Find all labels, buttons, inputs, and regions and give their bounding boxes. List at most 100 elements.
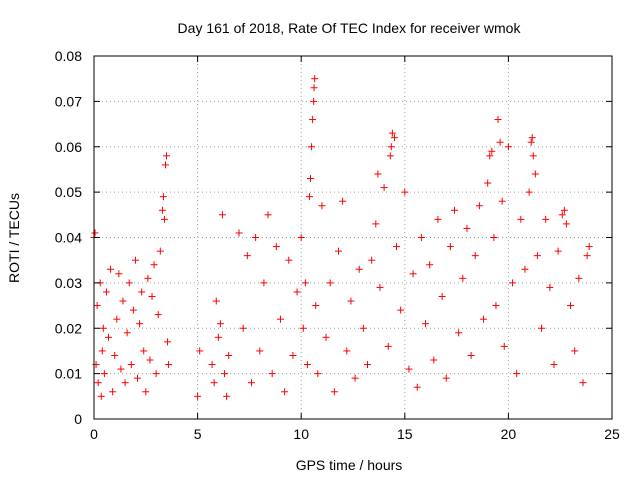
data-point: [98, 347, 106, 355]
data-point: [210, 379, 218, 387]
data-point: [94, 379, 102, 387]
data-point: [585, 243, 593, 251]
data-point: [134, 374, 142, 382]
data-point: [384, 342, 392, 350]
y-axis-label: ROTI / TECUs: [6, 193, 22, 283]
data-point: [301, 279, 309, 287]
data-point: [119, 297, 127, 305]
data-point: [380, 184, 388, 192]
y-tick-label: 0: [74, 411, 82, 427]
y-tick-label: 0.08: [55, 48, 82, 64]
x-tick-label: 20: [501, 426, 517, 442]
y-tick-label: 0.07: [55, 93, 82, 109]
data-point: [558, 211, 566, 219]
data-point: [310, 84, 318, 92]
data-point: [575, 274, 583, 282]
data-point: [368, 256, 376, 264]
data-point: [351, 374, 359, 382]
data-point: [397, 306, 405, 314]
data-point: [311, 75, 319, 83]
data-point: [430, 356, 438, 364]
data-point: [260, 279, 268, 287]
data-point: [297, 234, 305, 241]
data-point: [102, 288, 110, 296]
data-point: [164, 338, 172, 346]
data-point: [154, 311, 162, 319]
data-point: [496, 138, 504, 146]
x-tick-label: 25: [604, 426, 620, 442]
data-point: [142, 388, 150, 396]
data-point: [252, 234, 260, 241]
data-point: [567, 302, 575, 310]
data-point: [125, 279, 133, 287]
data-point: [158, 206, 166, 214]
data-point: [330, 388, 338, 396]
data-point: [388, 129, 396, 137]
data-point: [239, 324, 247, 332]
data-point: [293, 288, 301, 296]
data-point: [235, 229, 243, 237]
data-point: [97, 392, 105, 400]
data-point: [208, 361, 216, 369]
data-point: [528, 134, 536, 142]
data-point: [467, 351, 475, 359]
data-point: [307, 175, 315, 183]
data-points: [90, 75, 593, 400]
x-axis-label: GPS time / hours: [296, 457, 403, 473]
data-point: [498, 197, 506, 205]
data-point: [531, 170, 539, 178]
data-point: [409, 270, 417, 278]
data-point: [109, 388, 117, 396]
data-point: [218, 211, 226, 219]
data-point: [494, 116, 502, 124]
data-point: [364, 361, 372, 369]
data-point: [196, 347, 204, 355]
data-point: [504, 143, 512, 151]
data-point: [140, 347, 148, 355]
data-point: [401, 188, 409, 196]
data-point: [161, 161, 169, 169]
data-point: [451, 206, 459, 214]
data-point: [434, 215, 442, 223]
data-point: [490, 234, 498, 241]
data-point: [359, 324, 367, 332]
data-point: [318, 202, 326, 210]
data-point: [115, 270, 123, 278]
data-point: [475, 202, 483, 210]
data-point: [546, 283, 554, 291]
data-point: [113, 315, 121, 323]
data-point: [289, 351, 297, 359]
data-point: [281, 388, 289, 396]
data-point: [285, 256, 293, 264]
data-point: [459, 274, 467, 282]
data-point: [513, 370, 521, 378]
data-point: [194, 392, 202, 400]
data-point: [571, 347, 579, 355]
data-point: [256, 347, 264, 355]
data-point: [138, 288, 146, 296]
data-point: [223, 392, 231, 400]
data-point: [386, 152, 394, 160]
data-point: [560, 206, 568, 214]
data-point: [554, 247, 562, 255]
data-point: [488, 147, 496, 155]
data-point: [390, 134, 398, 142]
data-point: [579, 379, 587, 387]
data-point: [484, 179, 492, 187]
data-point: [99, 324, 107, 332]
data-point: [387, 143, 395, 151]
data-point: [264, 211, 272, 219]
data-point: [100, 370, 108, 378]
y-tick-label: 0.06: [55, 139, 82, 155]
data-point: [272, 243, 280, 251]
data-point: [117, 365, 125, 373]
data-point: [216, 320, 224, 328]
data-point: [107, 265, 115, 273]
data-point: [136, 320, 144, 328]
data-point: [131, 256, 139, 264]
data-point: [144, 274, 152, 282]
data-point: [312, 302, 320, 310]
data-point: [105, 333, 113, 341]
